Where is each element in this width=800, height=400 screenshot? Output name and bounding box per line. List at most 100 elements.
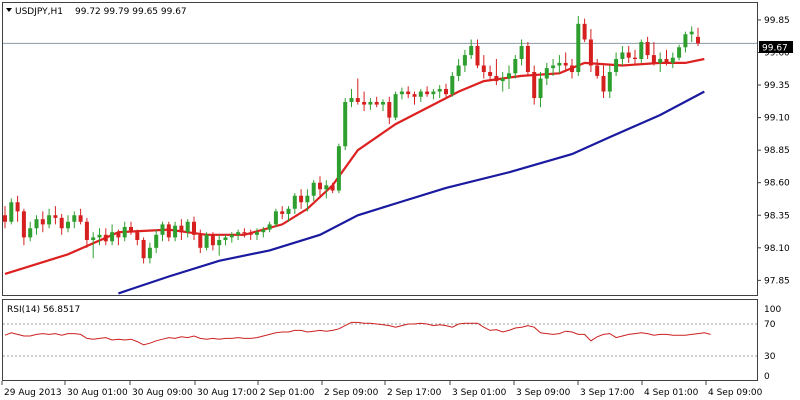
candle	[393, 91, 398, 121]
candle-body	[425, 91, 430, 95]
candle	[614, 52, 619, 76]
rsi-tick-label: 100	[764, 305, 781, 315]
candle-body	[437, 88, 442, 92]
candle	[601, 65, 606, 99]
candle-body	[122, 226, 127, 238]
candle-body	[664, 58, 669, 63]
candle	[387, 96, 392, 125]
candle-body	[229, 234, 234, 238]
candle-body	[97, 234, 102, 238]
candle	[343, 98, 348, 151]
candle-body	[160, 224, 165, 235]
candle-body	[658, 58, 663, 63]
candle	[626, 45, 631, 63]
candle	[248, 229, 253, 241]
candle-body	[103, 234, 108, 242]
time-tick-label: 30 Aug 01:00	[67, 388, 128, 398]
candle-body	[192, 221, 196, 235]
candle-body	[21, 211, 26, 238]
candle	[72, 211, 77, 229]
time-tick-label: 2 Sep 17:00	[387, 388, 442, 398]
candle-body	[141, 240, 146, 259]
candle	[286, 206, 291, 222]
candle-body	[217, 240, 222, 246]
candles	[3, 16, 700, 264]
candle-body	[500, 78, 505, 82]
candle	[425, 86, 430, 97]
symbol-label: USDJPY,H1	[15, 7, 63, 17]
candle-body	[330, 185, 335, 191]
candle	[456, 58, 461, 82]
ma-slow-line	[118, 90, 705, 295]
candle	[462, 49, 467, 73]
price-tag-text: 99.67	[762, 44, 788, 54]
candle	[368, 98, 373, 110]
price-tag: 99.67	[759, 41, 793, 54]
candle-body	[15, 202, 20, 212]
candle	[475, 39, 480, 69]
candle-body	[210, 234, 215, 246]
candle	[381, 99, 385, 112]
price-pane[interactable]	[2, 2, 758, 296]
candle-body	[362, 101, 367, 105]
candle	[166, 221, 171, 242]
candle-body	[28, 228, 33, 238]
candle	[532, 65, 537, 105]
candle	[110, 224, 115, 246]
candle-body	[525, 45, 530, 73]
price-tick-label: 99.60	[764, 48, 790, 58]
candle	[292, 193, 297, 214]
candle	[185, 219, 190, 238]
candle	[488, 65, 493, 82]
candle-body	[135, 232, 140, 241]
candle	[582, 18, 587, 43]
candle	[311, 180, 316, 201]
candle-body	[595, 65, 600, 76]
dropdown-triangle-icon[interactable]	[6, 8, 12, 12]
candle	[683, 31, 688, 53]
candle-body	[147, 247, 152, 259]
candle-body	[381, 101, 385, 105]
ohlc-readout: 99.72 99.79 99.65 99.67	[75, 7, 187, 17]
candle	[21, 208, 26, 246]
candle-body	[456, 65, 461, 76]
candle-body	[355, 98, 360, 102]
price-tick-label: 98.35	[764, 211, 790, 221]
candle-body	[280, 211, 285, 214]
candle	[519, 39, 524, 66]
candle-body	[248, 233, 253, 235]
candle-body	[418, 91, 423, 97]
candle-body	[318, 182, 322, 190]
candle-body	[450, 75, 455, 95]
candle-body	[481, 65, 486, 73]
candle-body	[582, 23, 587, 40]
price-tick-label: 98.85	[764, 146, 790, 156]
candle	[78, 208, 83, 225]
candle	[576, 16, 581, 76]
candle-body	[563, 62, 568, 66]
candle	[223, 234, 228, 246]
candle-body	[557, 62, 562, 66]
candle	[9, 198, 14, 225]
candle-body	[110, 232, 115, 242]
candle-body	[588, 39, 593, 66]
candle	[91, 232, 96, 259]
candle-body	[255, 232, 259, 235]
candle	[664, 49, 669, 66]
price-tick-label: 99.35	[764, 81, 790, 91]
candle	[280, 206, 285, 220]
time-tick-label: 3 Sep 09:00	[516, 388, 571, 398]
candle-body	[626, 52, 631, 58]
candle	[418, 88, 423, 102]
candle-body	[475, 45, 480, 66]
rsi-y-axis: 100 70 30 0	[764, 305, 781, 382]
price-tag-box	[759, 41, 793, 53]
candle-body	[696, 36, 700, 44]
candle	[261, 226, 266, 238]
candle	[160, 221, 165, 242]
candle-body	[507, 73, 511, 79]
candle-body	[242, 232, 247, 234]
candle-body	[349, 98, 354, 102]
candle	[538, 72, 543, 108]
